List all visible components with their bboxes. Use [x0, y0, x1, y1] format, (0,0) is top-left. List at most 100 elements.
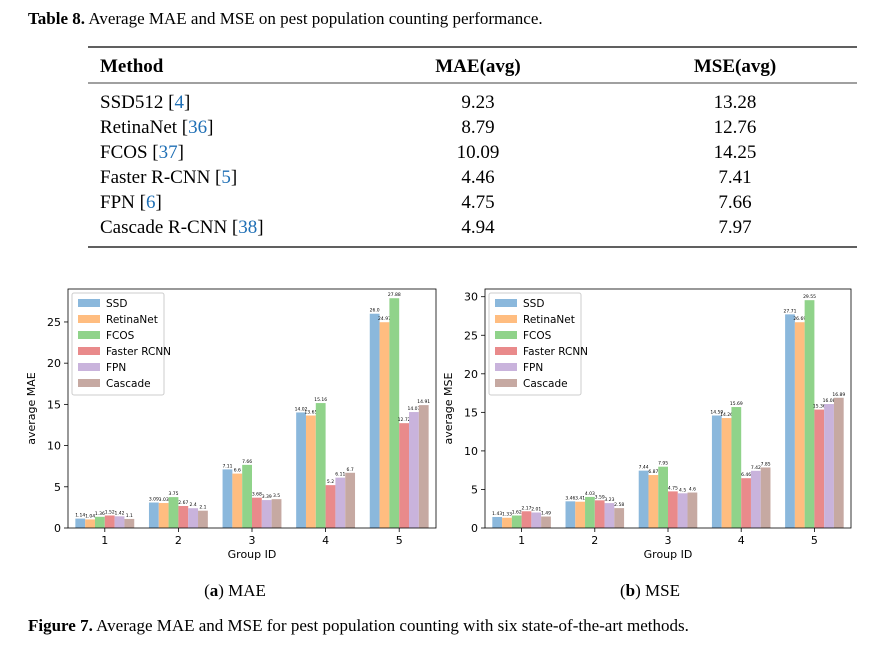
value-label: 1.62 — [512, 510, 522, 516]
table-cell: 7.97 — [718, 217, 751, 238]
chart: 1.43 3.46 7.44 14.59 27.71 1.33 3.41 6.87 14.26 2… — [442, 288, 852, 561]
value-label: 3.75 — [168, 491, 178, 497]
legend-swatch — [78, 299, 100, 307]
y-tick-label: 20 — [47, 357, 61, 370]
value-label: 4.75 — [668, 485, 678, 491]
legend-swatch — [78, 379, 100, 387]
subcaption-part: a — [210, 581, 219, 600]
table-method: Faster R-CNN [5] — [100, 167, 237, 188]
table-method-part: ] — [155, 192, 161, 213]
value-label: 14.91 — [417, 399, 430, 405]
bar — [492, 516, 503, 528]
bar — [198, 510, 208, 528]
legend-swatch — [78, 331, 100, 339]
table-cell: 12.76 — [714, 117, 757, 138]
legend-label: FPN — [106, 362, 126, 374]
table-method: Cascade R-CNN [38] — [100, 217, 264, 238]
x-tick-label: 3 — [665, 534, 672, 547]
table-method-part: Cascade R-CNN [ — [100, 217, 238, 238]
subcaption-part: ( — [620, 581, 626, 600]
value-label: 14.26 — [720, 412, 733, 418]
y-tick-label: 15 — [47, 398, 61, 411]
value-label: 15.16 — [314, 397, 327, 403]
bar — [85, 519, 95, 528]
y-tick-label: 10 — [464, 445, 478, 458]
subcaption-part: ) MSE — [635, 581, 680, 600]
bar — [814, 409, 825, 528]
y-tick-label: 20 — [464, 368, 478, 381]
bar — [731, 407, 742, 528]
value-label: 1.52 — [105, 509, 115, 515]
bar — [614, 508, 625, 528]
subcaption: (a) MAE — [204, 581, 266, 600]
bar — [222, 469, 233, 528]
bar — [502, 517, 512, 528]
bar — [168, 497, 179, 528]
table-method: SSD512 [4] — [100, 92, 190, 113]
table-method-part: SSD512 [ — [100, 92, 174, 113]
bar — [541, 516, 551, 528]
bar — [158, 503, 169, 528]
bar — [315, 403, 326, 528]
value-label: 1.43 — [492, 511, 502, 517]
table-method: RetinaNet [36] — [100, 117, 213, 138]
legend-swatch — [495, 315, 517, 323]
value-label: 3.5 — [273, 493, 280, 499]
x-tick-label: 3 — [249, 534, 256, 547]
value-label: 1.1 — [126, 513, 133, 519]
bar — [325, 485, 336, 528]
legend-label: SSD — [523, 298, 544, 310]
table-method-part: ] — [207, 117, 213, 138]
x-tick-label: 4 — [738, 534, 745, 547]
value-label: 3.46 — [565, 495, 575, 501]
bar — [658, 466, 668, 528]
value-label: 29.55 — [803, 294, 816, 300]
table-cell: 4.75 — [461, 192, 494, 213]
figure-caption: Figure 7. Average MAE and MSE for pest p… — [28, 616, 689, 635]
value-label: 1.36 — [95, 511, 105, 517]
value-label: 2.17 — [521, 505, 531, 511]
bar — [785, 314, 795, 528]
y-tick-label: 25 — [47, 316, 61, 329]
bar — [418, 405, 429, 528]
value-label: 7.85 — [761, 461, 771, 467]
legend-label: Cascade — [523, 378, 568, 390]
bar — [409, 412, 419, 528]
table-method-part: ] — [231, 167, 237, 188]
value-label: 2.67 — [178, 500, 188, 506]
value-label: 3.41 — [575, 496, 585, 502]
bar — [188, 508, 199, 528]
legend-swatch — [78, 363, 100, 371]
bar — [794, 322, 805, 528]
bar — [335, 477, 346, 528]
x-tick-label: 4 — [322, 534, 329, 547]
bar — [531, 512, 542, 528]
x-tick-label: 1 — [518, 534, 525, 547]
y-tick-label: 30 — [464, 291, 478, 304]
bar — [824, 404, 834, 528]
bar — [114, 516, 125, 528]
legend-swatch — [495, 347, 517, 355]
figure-caption-part: Figure 7. — [28, 616, 93, 635]
table-cell: 10.09 — [457, 142, 500, 163]
bar — [804, 300, 815, 528]
bar — [677, 493, 688, 528]
value-label: 4.03 — [585, 491, 595, 497]
value-label: 3.39 — [262, 494, 272, 500]
bar — [379, 322, 390, 528]
table-method-part: ] — [184, 92, 190, 113]
subcaption-part: ) MAE — [218, 581, 266, 600]
y-tick-label: 5 — [54, 481, 61, 494]
y-tick-label: 0 — [471, 522, 478, 535]
bar — [242, 464, 252, 528]
value-label: 15.69 — [730, 401, 743, 407]
value-label: 4.5 — [679, 487, 686, 493]
x-tick-label: 1 — [101, 534, 108, 547]
legend-label: RetinaNet — [106, 314, 158, 326]
table-header: MSE(avg) — [694, 56, 776, 77]
legend-swatch — [495, 363, 517, 371]
bar — [252, 497, 262, 528]
legend-label: RetinaNet — [523, 314, 575, 326]
bar — [604, 503, 615, 528]
